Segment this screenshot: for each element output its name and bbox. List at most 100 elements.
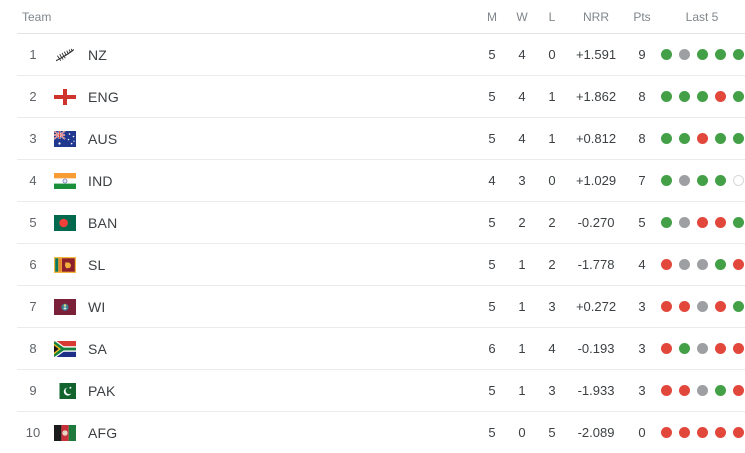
last5-dots — [659, 385, 745, 396]
losses-value: 1 — [548, 131, 556, 146]
result-dot-win — [733, 301, 744, 312]
rank-number: 2 — [29, 89, 37, 104]
team-name: NZ — [88, 46, 108, 63]
last5-dots — [659, 49, 745, 60]
result-dot-win — [733, 133, 744, 144]
result-dot-no-result — [679, 175, 690, 186]
matches-value: 5 — [488, 47, 496, 62]
result-dot-win — [715, 385, 726, 396]
rank-number: 8 — [29, 341, 37, 356]
result-dot-win — [661, 49, 672, 60]
nrr-value: -1.933 — [577, 383, 615, 398]
matches-value: 5 — [488, 131, 496, 146]
result-dot-loss — [679, 385, 690, 396]
result-dot-loss — [661, 385, 672, 396]
result-dot-win — [733, 49, 744, 60]
last5-dots — [659, 259, 745, 270]
losses-value: 0 — [548, 173, 556, 188]
result-dot-win — [661, 133, 672, 144]
wins-value: 4 — [518, 47, 526, 62]
wins-value: 0 — [518, 425, 526, 440]
result-dot-loss — [733, 259, 744, 270]
result-dot-win — [715, 175, 726, 186]
nrr-value: -2.089 — [577, 425, 615, 440]
result-dot-win — [697, 175, 708, 186]
result-dot-win — [679, 133, 690, 144]
losses-value: 2 — [548, 215, 556, 230]
last5-dots — [659, 133, 745, 144]
result-dot-win — [733, 217, 744, 228]
result-dot-loss — [715, 427, 726, 438]
sl-flag-icon — [54, 256, 76, 273]
afg-flag-icon — [54, 424, 76, 441]
rank-number: 7 — [29, 299, 37, 314]
result-dot-no-result — [679, 217, 690, 228]
col-header-team: Team — [22, 9, 52, 24]
losses-value: 2 — [548, 257, 556, 272]
team-name: IND — [88, 172, 113, 189]
last5-dots — [659, 91, 745, 102]
result-dot-loss — [715, 217, 726, 228]
result-dot-win — [661, 217, 672, 228]
table-header: Team M W L NRR Pts Last 5 — [17, 0, 745, 34]
result-dot-win — [715, 259, 726, 270]
matches-value: 5 — [488, 215, 496, 230]
wins-value: 1 — [518, 383, 526, 398]
last5-dots — [659, 175, 745, 186]
col-header-last5: Last 5 — [685, 9, 719, 24]
table-body: 1 NZ 5 4 0 +1.591 9 2 ENG 5 4 1 +1.862 8… — [0, 34, 745, 453]
team-name: BAN — [88, 214, 118, 231]
result-dot-win — [697, 91, 708, 102]
table-row: 9 PAK 5 1 3 -1.933 3 — [17, 369, 745, 411]
table-row: 10 AFG 5 0 5 -2.089 0 — [17, 411, 745, 453]
result-dot-loss — [715, 343, 726, 354]
losses-value: 4 — [548, 341, 556, 356]
table-row: 5 BAN 5 2 2 -0.270 5 — [17, 201, 745, 243]
rank-number: 1 — [29, 47, 37, 62]
result-dot-win — [715, 133, 726, 144]
result-dot-loss — [733, 427, 744, 438]
result-dot-loss — [661, 427, 672, 438]
col-header-pts: Pts — [633, 9, 651, 24]
wi-flag-icon — [54, 298, 76, 315]
matches-value: 4 — [488, 173, 496, 188]
result-dot-win — [661, 175, 672, 186]
team-name: WI — [88, 298, 106, 315]
result-dot-no-result — [679, 49, 690, 60]
table-row: 3 AUS 5 4 1 +0.812 8 — [17, 117, 745, 159]
result-dot-win — [733, 91, 744, 102]
table-row: 4 IND 4 3 0 +1.029 7 — [17, 159, 745, 201]
matches-value: 5 — [488, 383, 496, 398]
losses-value: 1 — [548, 89, 556, 104]
pts-value: 3 — [638, 383, 646, 398]
pts-value: 3 — [638, 341, 646, 356]
result-dot-loss — [715, 301, 726, 312]
matches-value: 5 — [488, 89, 496, 104]
wins-value: 4 — [518, 89, 526, 104]
wins-value: 4 — [518, 131, 526, 146]
pts-value: 0 — [638, 425, 646, 440]
result-dot-no-result — [679, 259, 690, 270]
result-dot-win — [715, 49, 726, 60]
result-dot-no-result — [697, 385, 708, 396]
table-row: 1 NZ 5 4 0 +1.591 9 — [17, 34, 745, 75]
losses-value: 3 — [548, 383, 556, 398]
losses-value: 3 — [548, 299, 556, 314]
pts-value: 3 — [638, 299, 646, 314]
team-name: AUS — [88, 130, 118, 147]
result-dot-no-result — [697, 301, 708, 312]
matches-value: 5 — [488, 257, 496, 272]
wins-value: 2 — [518, 215, 526, 230]
result-dot-win — [697, 49, 708, 60]
team-name: SA — [88, 340, 108, 357]
rank-number: 6 — [29, 257, 37, 272]
result-dot-loss — [697, 217, 708, 228]
wins-value: 1 — [518, 299, 526, 314]
result-dot-loss — [697, 427, 708, 438]
wins-value: 1 — [518, 341, 526, 356]
last5-dots — [659, 343, 745, 354]
team-name: SL — [88, 256, 106, 273]
team-name: ENG — [88, 88, 119, 105]
table-row: 6 SL 5 1 2 -1.778 4 — [17, 243, 745, 285]
